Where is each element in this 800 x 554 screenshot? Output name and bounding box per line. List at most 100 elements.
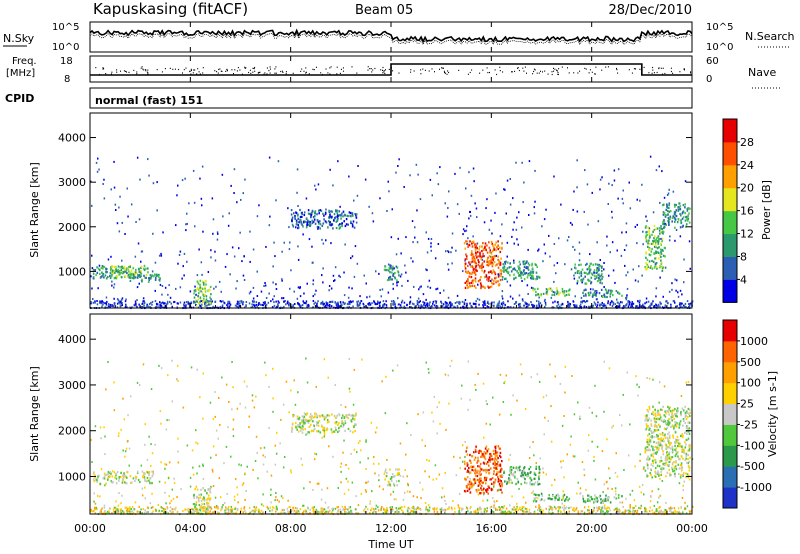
nave-dot xyxy=(234,69,236,71)
power-echo-cell xyxy=(328,219,330,223)
power-echo-cell xyxy=(648,230,650,233)
power-echo-cell xyxy=(322,302,324,305)
power-echo-cell xyxy=(688,221,691,224)
power-echo-cell xyxy=(336,212,339,215)
velocity-echo-cell xyxy=(164,508,167,511)
power-echo-cell xyxy=(100,302,103,305)
power-echo-cell xyxy=(647,226,649,229)
velocity-echo-cell xyxy=(193,494,195,497)
velocity-echo-cell xyxy=(297,391,299,394)
power-echo-cell xyxy=(130,276,132,279)
power-echo-cell xyxy=(595,290,598,293)
velocity-echo-cell xyxy=(502,507,505,510)
power-echo-cell xyxy=(358,304,360,307)
velocity-echo-cell xyxy=(280,511,282,514)
power-echo-cell xyxy=(675,229,678,231)
nave-dot xyxy=(588,72,590,74)
power-echo-cell xyxy=(664,213,667,217)
power-echo-cell xyxy=(597,279,600,282)
power-echo-cell xyxy=(194,225,196,228)
nave-dot xyxy=(218,68,220,71)
velocity-echo-cell xyxy=(530,376,532,379)
velocity-echo-cell xyxy=(477,493,480,496)
velocity-echo-cell xyxy=(189,485,192,488)
velocity-echo-cell xyxy=(598,505,600,508)
power-echo-cell xyxy=(581,281,583,284)
nave-dot xyxy=(329,73,331,75)
velocity-echo-cell xyxy=(263,446,266,449)
power-echo-cell xyxy=(444,202,446,205)
velocity-echo-cell xyxy=(167,477,170,480)
velocity-echo-cell xyxy=(108,472,110,475)
nave-dot xyxy=(383,71,385,73)
power-echo-cell xyxy=(674,226,676,229)
nave-dot xyxy=(652,66,654,69)
velocity-echo-cell xyxy=(327,376,329,379)
power-echo-cell xyxy=(271,306,274,309)
power-echo-cell xyxy=(464,259,466,262)
velocity-echo-cell xyxy=(461,384,463,387)
power-echo-cell xyxy=(581,301,584,304)
power-echo-cell xyxy=(584,282,587,285)
power-echo-cell xyxy=(471,271,474,274)
power-echo-cell xyxy=(612,301,615,304)
power-echo-cell xyxy=(666,206,669,209)
power-echo-cell xyxy=(490,240,493,243)
velocity-echo-cell xyxy=(551,511,554,514)
power-echo-cell xyxy=(352,305,354,308)
power-echo-cell xyxy=(512,297,514,300)
power-echo-cell xyxy=(326,303,328,306)
power-echo-cell xyxy=(606,244,608,247)
velocity-echo-cell xyxy=(533,454,535,457)
power-echo-cell xyxy=(236,302,238,305)
power-echo-cell xyxy=(544,298,546,301)
velocity-echo-cell xyxy=(147,511,149,514)
nave-dot xyxy=(254,66,256,69)
power-echo-cell xyxy=(116,306,119,309)
power-echo-cell xyxy=(334,266,337,269)
power-echo-cell xyxy=(648,227,651,230)
power-echo-cell xyxy=(608,182,610,185)
velocity-echo-cell xyxy=(154,443,156,446)
power-echo-cell xyxy=(674,205,676,208)
velocity-echo-cell xyxy=(157,504,159,506)
velocity-echo-cell xyxy=(193,496,195,499)
power-echo-cell xyxy=(573,190,575,193)
power-echo-cell xyxy=(666,203,668,206)
nave-dot xyxy=(371,71,373,73)
velocity-echo-cell xyxy=(317,430,320,433)
velocity-echo-cell xyxy=(501,506,504,508)
nave-dot xyxy=(499,70,501,72)
power-echo-cell xyxy=(451,232,454,235)
velocity-echo-cell xyxy=(274,444,277,447)
nave-dot xyxy=(342,70,344,72)
velocity-echo-cell xyxy=(653,511,656,514)
power-echo-cell xyxy=(526,284,529,287)
power-echo-cell xyxy=(654,252,656,255)
power-echo-cell xyxy=(500,272,502,276)
power-echo-cell xyxy=(215,285,217,288)
power-echo-cell xyxy=(307,303,310,306)
power-echo-cell xyxy=(478,298,481,301)
power-echo-cell xyxy=(673,203,676,206)
power-echo-cell xyxy=(315,289,317,292)
power-echo-cell xyxy=(572,245,574,248)
power-echo-cell xyxy=(199,283,201,286)
power-echo-cell xyxy=(217,232,219,235)
velocity-echo-cell xyxy=(243,380,246,383)
velocity-echo-cell xyxy=(482,382,485,385)
power-echo-cell xyxy=(542,292,545,295)
power-echo-cell xyxy=(597,301,599,304)
power-echo-cell xyxy=(533,206,535,209)
velocity-echo-cell xyxy=(236,508,239,511)
power-echo-cell xyxy=(589,288,592,291)
power-echo-cell xyxy=(256,305,258,308)
velocity-echo-cell xyxy=(307,431,310,434)
power-echo-cell xyxy=(510,270,513,273)
power-echo-cell xyxy=(392,265,394,268)
power-echo-cell xyxy=(593,274,596,277)
nave-dot xyxy=(523,70,525,72)
power-echo-cell xyxy=(682,204,685,207)
velocity-echo-cell xyxy=(608,507,610,510)
velocity-echo-cell xyxy=(199,396,201,399)
